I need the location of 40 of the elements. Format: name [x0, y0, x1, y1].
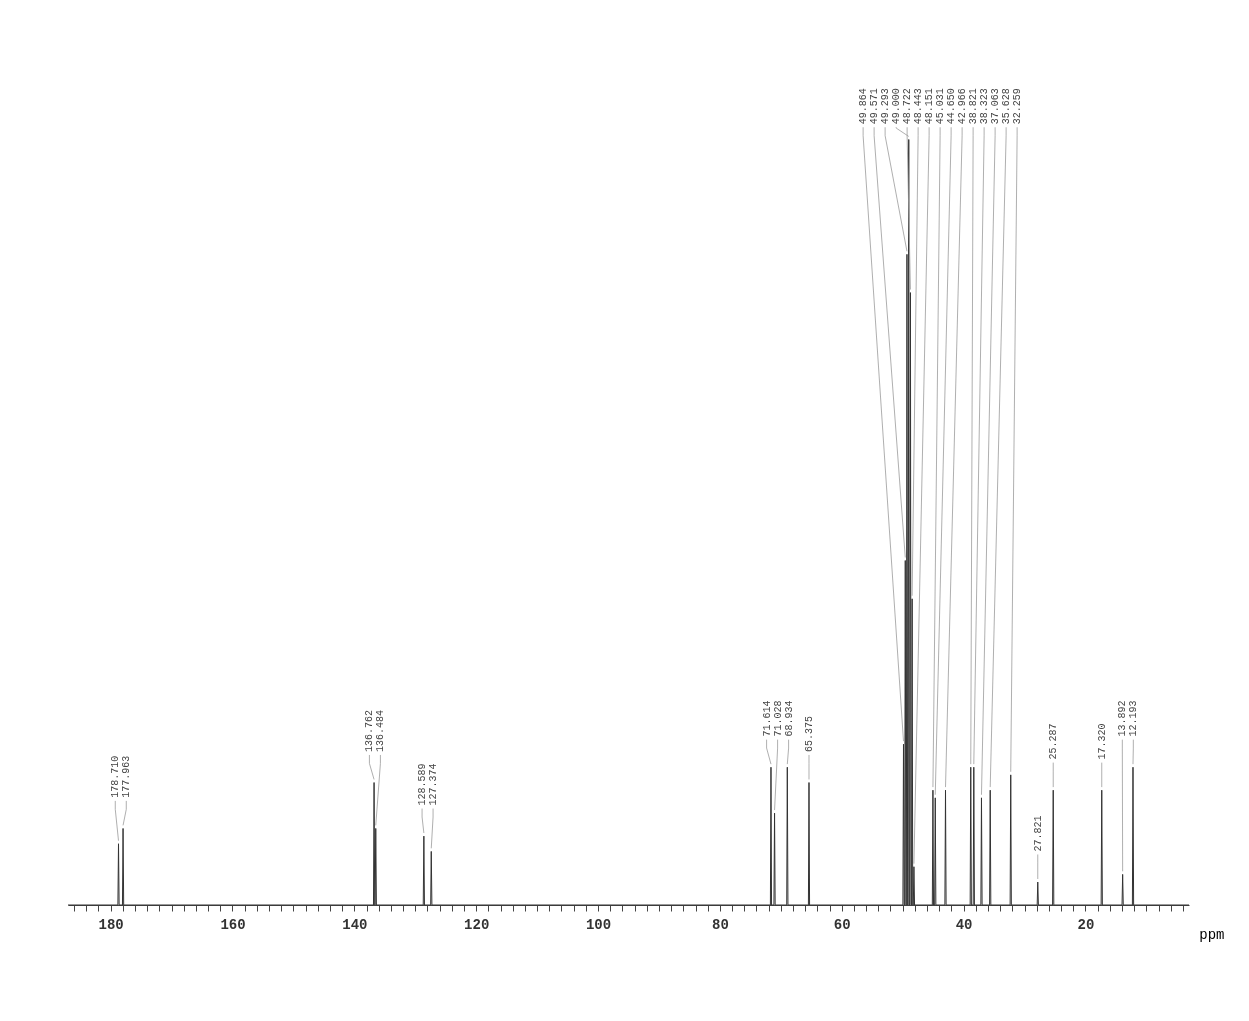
annotation: 38.323: [979, 88, 991, 125]
annotation: 65.375: [803, 715, 815, 752]
x-tick-label: 80: [711, 916, 729, 933]
annotation: 48.151: [924, 88, 936, 125]
x-tick-label: 60: [833, 916, 851, 933]
annotation: 71.614: [761, 700, 773, 737]
annotation: 38.821: [968, 88, 980, 125]
annotation: 25.287: [1048, 723, 1060, 760]
x-axis-title: ppm: [1199, 926, 1225, 943]
annotation: 49.571: [869, 88, 881, 125]
x-tick-label: 180: [98, 916, 124, 933]
annotation: 49.864: [858, 88, 870, 125]
annotation: 49.000: [891, 88, 903, 125]
annotation: 136.762: [364, 709, 376, 752]
annotation: 13.892: [1117, 700, 1129, 737]
annotation: 48.722: [902, 88, 914, 125]
x-tick-label: 120: [464, 916, 490, 933]
annotation: 128.589: [417, 763, 429, 806]
annotation: 136.484: [375, 709, 387, 752]
annotation: 48.443: [913, 88, 925, 125]
annotation: 45.031: [935, 88, 947, 125]
x-tick-label: 20: [1077, 916, 1095, 933]
annotation: 127.374: [428, 763, 440, 806]
annotation: 42.966: [957, 88, 969, 125]
annotation: 32.259: [1012, 88, 1024, 125]
annotation: 178.710: [110, 755, 122, 798]
annotation: 177.963: [121, 755, 133, 798]
x-tick-label: 100: [585, 916, 612, 933]
annotation: 27.821: [1032, 815, 1044, 852]
annotation: 35.628: [1001, 88, 1013, 125]
x-tick-label: 140: [342, 916, 368, 933]
annotation: 17.320: [1096, 723, 1108, 760]
annotation: 37.063: [990, 88, 1002, 125]
annotation: 44.650: [946, 88, 958, 125]
annotation: 49.293: [880, 88, 892, 125]
x-tick-label: 160: [220, 916, 246, 933]
annotation: 12.193: [1128, 700, 1140, 737]
x-tick-label: 40: [955, 916, 973, 933]
annotation: 71.028: [772, 700, 784, 737]
annotation: 68.934: [783, 700, 795, 737]
